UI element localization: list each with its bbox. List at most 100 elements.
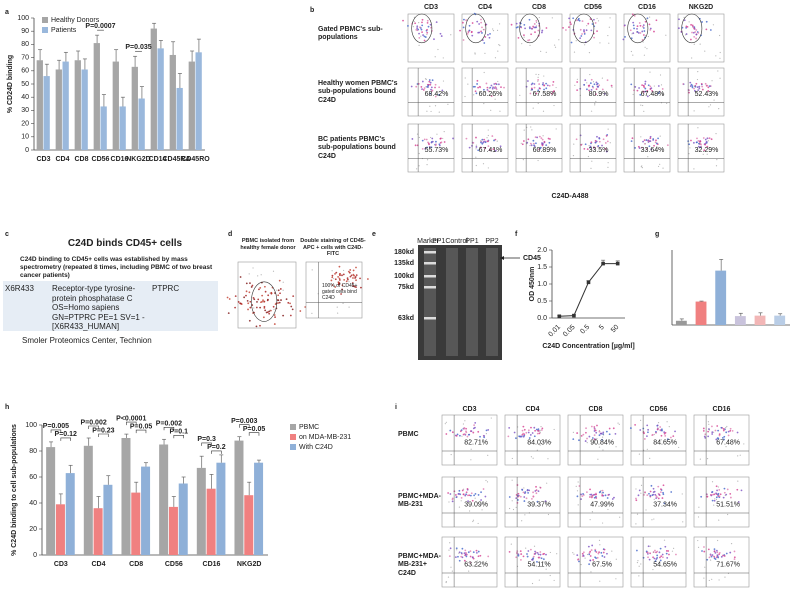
flow-event — [715, 55, 717, 57]
flow-event — [262, 316, 265, 319]
flow-event — [707, 435, 710, 438]
flow-event — [462, 488, 465, 490]
p-value: P=0.005 — [43, 423, 69, 430]
flow-event — [522, 425, 525, 428]
flow-event — [304, 306, 307, 308]
flow-event — [576, 490, 579, 492]
flow-event — [239, 302, 242, 305]
flow-event — [704, 436, 707, 439]
flow-event — [683, 19, 686, 22]
flow-event — [553, 428, 555, 431]
flow-event — [424, 36, 427, 38]
flow-plot — [515, 67, 563, 117]
flow-event — [529, 92, 532, 95]
flow-event — [445, 433, 448, 435]
flow-event — [534, 550, 536, 553]
flow-event — [707, 548, 710, 551]
flow-event — [490, 84, 493, 87]
flow-event — [522, 491, 525, 494]
flow-event — [420, 35, 422, 37]
flow-event — [516, 499, 519, 501]
flow-event — [331, 270, 333, 272]
panel-letter: h — [5, 404, 9, 411]
flow-event — [341, 288, 344, 291]
flow-event — [651, 89, 654, 92]
flow-event — [693, 110, 695, 112]
flow-event — [465, 552, 467, 554]
flow-event — [655, 142, 658, 145]
flow-event — [467, 500, 469, 502]
flow-event — [535, 428, 538, 431]
percent-label: 37.34% — [653, 501, 677, 508]
flow-event — [585, 427, 587, 430]
panel-letter: f — [515, 231, 518, 238]
flow-event — [425, 138, 428, 141]
flow-event — [471, 499, 474, 502]
flow-event — [598, 429, 601, 432]
flow-event — [421, 31, 423, 33]
flow-event — [483, 102, 485, 105]
flow-event — [460, 555, 463, 558]
flow-event — [695, 37, 698, 40]
flow-event — [539, 486, 541, 488]
flow-event — [703, 546, 705, 548]
flow-event — [485, 479, 487, 482]
flow-event — [637, 560, 639, 562]
flow-event — [251, 284, 254, 287]
flow-event — [461, 435, 463, 437]
flow-event — [263, 300, 266, 303]
flow-event — [545, 144, 548, 147]
flow-event — [601, 88, 604, 91]
flow-event — [527, 39, 530, 42]
x-tick-label: 0.01 — [547, 324, 562, 339]
flow-event — [290, 305, 293, 308]
flow-event — [697, 139, 700, 142]
flow-event — [722, 496, 725, 499]
y-tick-label: 30 — [21, 107, 29, 114]
flow-event — [483, 435, 485, 437]
flow-event — [248, 273, 250, 275]
flow-event — [540, 50, 542, 52]
flow-event — [450, 566, 452, 568]
flow-event — [457, 493, 460, 495]
flow-event — [352, 269, 355, 272]
flow-event — [707, 86, 710, 89]
flow-event — [719, 77, 721, 79]
flow-event — [638, 575, 640, 577]
flow-event — [338, 265, 341, 268]
flow-event — [530, 426, 532, 429]
flow-event — [661, 556, 664, 559]
flow-event — [719, 51, 721, 54]
flow-event — [349, 269, 352, 271]
flow-plot — [567, 476, 624, 528]
flow-event — [555, 86, 557, 89]
percent-label: 33.5% — [589, 147, 609, 154]
bar — [93, 43, 100, 150]
flow-event — [486, 86, 489, 89]
plot-title: PBMC isolated from healthy female donor — [240, 238, 296, 251]
flow-event — [597, 552, 600, 555]
flow-event — [539, 551, 542, 553]
gate — [465, 13, 487, 44]
flow-event — [656, 557, 659, 559]
flow-event — [475, 148, 477, 150]
flow-event — [668, 553, 670, 556]
flow-event — [515, 556, 518, 559]
flow-event — [476, 560, 478, 562]
flow-event — [464, 420, 466, 422]
flow-event — [698, 87, 701, 90]
y-tick-label: 2.0 — [537, 247, 547, 254]
flow-event — [367, 278, 369, 280]
flow-event — [705, 493, 708, 496]
flow-event — [449, 429, 452, 432]
flow-event — [458, 506, 461, 508]
flow-event — [460, 496, 463, 499]
flow-event — [466, 487, 469, 490]
flow-event — [428, 79, 431, 81]
flow-event — [490, 109, 492, 111]
flow-event — [476, 79, 479, 82]
flow-event — [714, 551, 717, 554]
flow-event — [640, 104, 642, 106]
flow-event — [456, 433, 459, 436]
flow-event — [511, 500, 513, 502]
